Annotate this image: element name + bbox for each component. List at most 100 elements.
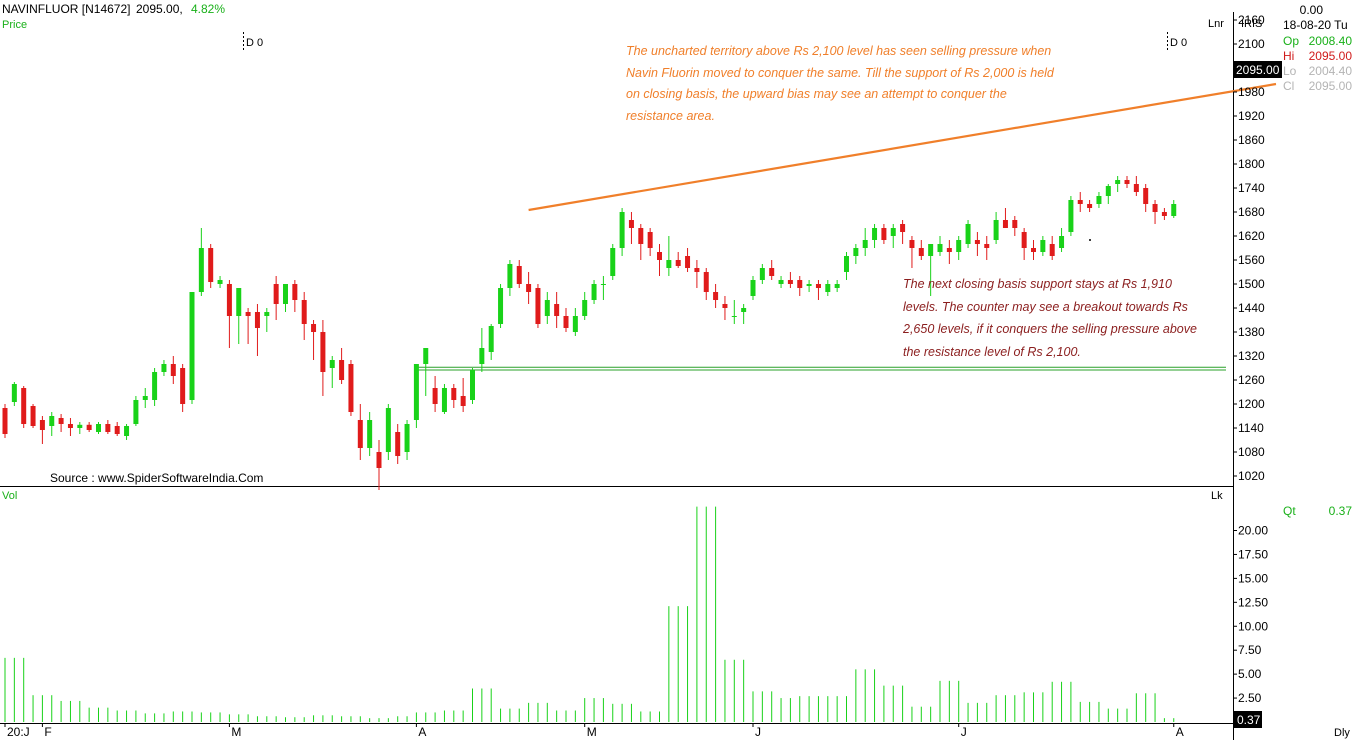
- candle-body: [685, 256, 691, 268]
- info-low-value: 2004.40: [1309, 64, 1352, 78]
- candle-body: [516, 266, 522, 284]
- candle-body: [217, 280, 223, 284]
- volume-tick-label: 10.00: [1238, 619, 1268, 633]
- symbol-title: NAVINFLUOR [N14672]: [2, 2, 131, 16]
- price-tick-label: 1200: [1238, 397, 1265, 411]
- candle-body: [881, 228, 887, 240]
- candle-body: [1115, 180, 1121, 184]
- candle-body: [1040, 240, 1046, 252]
- candle-body: [432, 388, 438, 404]
- candle-body: [956, 240, 962, 252]
- marker-label-2: D 0: [1170, 37, 1187, 49]
- price-tick-label: 1740: [1238, 181, 1265, 195]
- candle-body: [647, 232, 653, 248]
- candle-body: [49, 416, 55, 426]
- date-tick-label: F: [44, 725, 51, 739]
- candle-body: [1105, 186, 1111, 196]
- candle-body: [1171, 204, 1177, 216]
- candle-body: [376, 452, 382, 468]
- candle-body: [984, 244, 990, 248]
- volume-tick-label: 5.00: [1238, 667, 1262, 681]
- info-low-label: Lo: [1283, 64, 1297, 78]
- candle-body: [572, 316, 578, 332]
- info-open-label: Op: [1283, 34, 1299, 48]
- candle-body: [329, 360, 335, 368]
- candle-body: [806, 284, 812, 286]
- candle-body: [825, 284, 831, 292]
- info-value-top: 0.00: [1300, 3, 1324, 17]
- price-tick-label: 1920: [1238, 109, 1265, 123]
- date-tick-label: A: [418, 725, 426, 739]
- candle-body: [731, 316, 737, 317]
- candle-body: [498, 288, 504, 324]
- volume-tick-label: 20.00: [1238, 524, 1268, 538]
- candle-body: [1002, 220, 1008, 228]
- candle-body: [367, 420, 373, 448]
- date-axis-labels: 20:J F M A M J J A: [4, 723, 1184, 739]
- candle-body: [58, 418, 64, 424]
- candle-body: [1068, 200, 1074, 232]
- candle-body: [1087, 204, 1093, 208]
- support-line: [416, 366, 1226, 371]
- candle-body: [666, 260, 672, 268]
- candle-body: [722, 304, 728, 308]
- candle-body: [1059, 236, 1065, 248]
- candle-body: [815, 284, 821, 288]
- candle-body: [96, 424, 101, 432]
- candle-body: [357, 420, 363, 448]
- candle-body: [460, 396, 466, 406]
- scale-label-volume: Lk: [1211, 490, 1223, 502]
- candle-body: [694, 268, 700, 272]
- price-tick-label: 1140: [1238, 421, 1264, 435]
- candle-body: [67, 424, 73, 428]
- candle-body: [974, 240, 980, 244]
- candle-body: [563, 316, 569, 328]
- annotation-resistance: The uncharted territory above Rs 2,100 l…: [626, 44, 1054, 123]
- candle-body: [105, 424, 111, 432]
- candle-body: [1049, 244, 1055, 256]
- candle-body: [86, 424, 92, 430]
- period-label: Dly: [1334, 727, 1350, 739]
- candle-body: [479, 348, 485, 364]
- candle-body: [759, 268, 765, 280]
- candle-body: [544, 300, 550, 316]
- candle-body: [1124, 180, 1130, 184]
- candle-body: [703, 272, 709, 292]
- info-close-label: Cl: [1283, 79, 1294, 93]
- candle-body: [413, 364, 419, 420]
- info-high-value: 2095.00: [1309, 49, 1352, 63]
- candle-body: [1031, 248, 1036, 252]
- price-tag-text: 2095.00: [1236, 63, 1280, 77]
- candle-body: [395, 432, 401, 456]
- candle-body: [965, 224, 971, 244]
- volume-tag-box: [1234, 711, 1262, 728]
- candle-body: [675, 260, 681, 266]
- candle-body: [124, 426, 130, 436]
- candle-body: [441, 388, 447, 412]
- price-tick-label: 1800: [1238, 157, 1265, 171]
- candle-body: [339, 360, 345, 380]
- volume-panel-label: Vol: [2, 490, 17, 502]
- price-tick-label: 1440: [1238, 301, 1265, 315]
- price-candles: [2, 176, 1177, 490]
- price-tag-box: [1234, 61, 1282, 78]
- change-percent: 4.82%: [191, 2, 225, 16]
- price-tick-label: 2160: [1238, 13, 1265, 27]
- candle-body: [30, 406, 36, 426]
- price-axis-ticks: 1020 1080 1140 1200 1260 1320 1380 1440 1500 1560…: [1233, 13, 1265, 483]
- candle-body: [1096, 196, 1102, 204]
- candle-body: [180, 368, 186, 404]
- candle-body: [198, 248, 204, 292]
- info-open-value: 2008.40: [1309, 34, 1352, 48]
- price-tick-label: 1080: [1238, 445, 1265, 459]
- candle-body: [993, 220, 999, 240]
- price-tick-label: 1320: [1238, 349, 1265, 363]
- price-tick-label: 1500: [1238, 277, 1265, 291]
- candle-body: [1021, 232, 1027, 248]
- candle-body: [254, 312, 260, 328]
- candle-body: [236, 288, 242, 316]
- candle-body: [348, 364, 354, 412]
- date-tick-label: M: [587, 725, 597, 739]
- candle-body: [918, 248, 924, 256]
